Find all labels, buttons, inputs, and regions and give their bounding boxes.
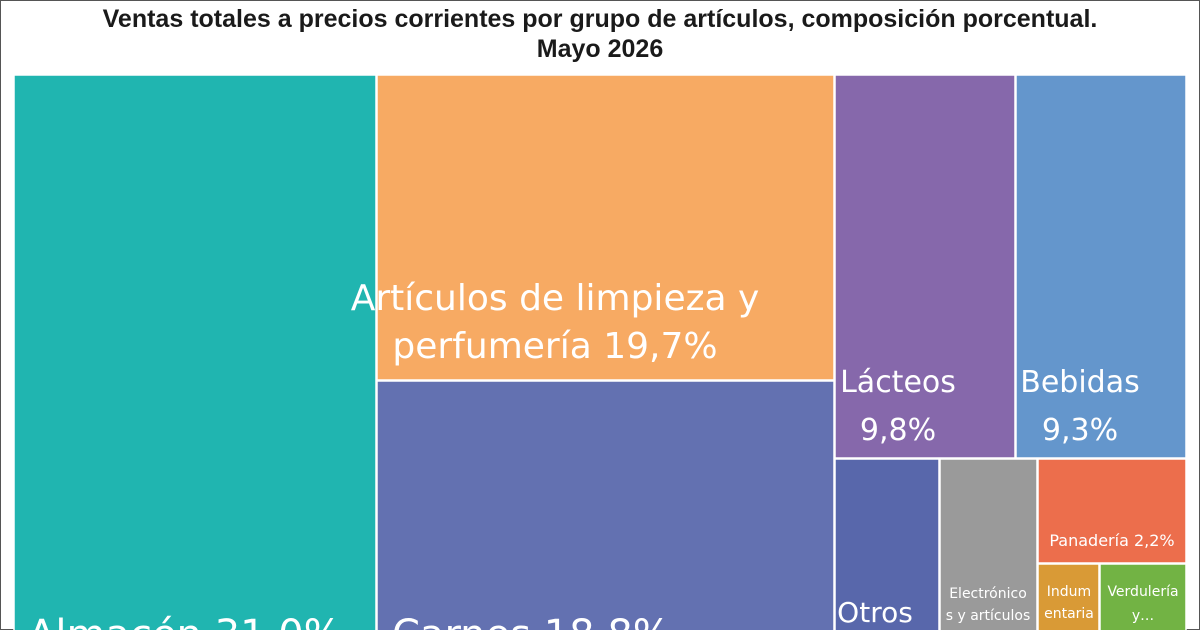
treemap-tile-panaderia: Panadería 2,2%	[1037, 458, 1187, 564]
treemap-label-articulos-de-limpieza-y-perfumeria-line-2: perfumería 19,7%	[392, 326, 717, 367]
treemap-tile-indumentaria: Indum entaria	[1037, 563, 1100, 630]
treemap-tile-otros: Otros	[834, 458, 940, 630]
treemap-tile-electronicos-y-articulos: Electrónico s y artículos	[939, 458, 1038, 630]
treemap-label-verduleria-y-line-1: Verdulería	[1107, 584, 1178, 600]
chart-title-line-2: Mayo 2026	[536, 35, 664, 63]
treemap-rect-electronicos-y-articulos	[939, 458, 1038, 630]
treemap-rect-otros	[834, 458, 940, 630]
treemap-tile-carnes: Carnes 18,8%	[376, 380, 835, 630]
treemap-rect-lacteos	[834, 74, 1016, 459]
chart-title-line-1: Ventas totales a precios corrientes por …	[102, 5, 1098, 33]
treemap-label-bebidas-line-1: Bebidas	[1020, 365, 1139, 400]
treemap-rect-carnes	[376, 380, 835, 630]
treemap-label-electronicos-y-articulos-line-1: Electrónico	[949, 586, 1027, 602]
treemap-rect-articulos-de-limpieza-y-perfumeria	[376, 74, 835, 381]
treemap-label-almacen-line-1: Almacén 31,0%	[28, 612, 342, 630]
treemap-rect-panaderia	[1037, 458, 1187, 564]
treemap-tile-bebidas: Bebidas 9,3%	[1015, 74, 1187, 459]
treemap-rect-almacen	[13, 74, 377, 630]
treemap-label-lacteos-line-2: 9,8%	[860, 413, 936, 448]
treemap-label-indumentaria-line-1: Indum	[1047, 584, 1091, 600]
treemap-label-articulos-de-limpieza-y-perfumeria-line-1: Artículos de limpieza y	[351, 278, 760, 319]
treemap-tile-almacen: Almacén 31,0%	[13, 74, 377, 630]
treemap-tile-lacteos: Lácteos 9,8%	[834, 74, 1016, 459]
treemap-label-otros-line-1: Otros	[837, 596, 913, 629]
treemap-label-carnes-line-1: Carnes 18,8%	[392, 612, 671, 630]
treemap-tile-articulos-de-limpieza-y-perfumeria: Artículos de limpieza y perfumería 19,7%	[351, 74, 835, 381]
treemap-rect-bebidas	[1015, 74, 1187, 459]
treemap-rect-indumentaria	[1037, 563, 1100, 630]
treemap-label-panaderia-line-1: Panadería 2,2%	[1049, 531, 1174, 550]
treemap-label-lacteos-line-1: Lácteos	[840, 365, 956, 400]
treemap-label-verduleria-y-line-2: y…	[1132, 608, 1154, 624]
treemap-label-indumentaria-line-2: entaria	[1044, 606, 1094, 622]
treemap-rect-verduleria-y	[1099, 563, 1187, 630]
treemap-tile-verduleria-y: Verdulería y…	[1099, 563, 1187, 630]
treemap-label-bebidas-line-2: 9,3%	[1042, 413, 1118, 448]
treemap-label-electronicos-y-articulos-line-2: s y artículos	[946, 608, 1031, 624]
chart-title: Ventas totales a precios corrientes por …	[0, 4, 1200, 64]
